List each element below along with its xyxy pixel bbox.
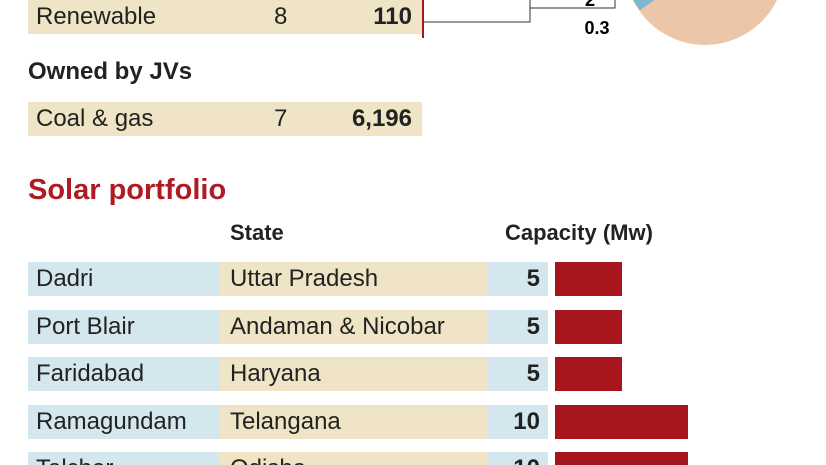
site-cell: Dadri bbox=[28, 262, 220, 296]
leader-line bbox=[530, 0, 616, 9]
capacity-bar bbox=[555, 357, 622, 391]
state-cell: Haryana bbox=[220, 357, 487, 391]
capacity-cell: 10 bbox=[487, 452, 548, 465]
capacity-bar bbox=[555, 262, 622, 296]
section-title: Solar portfolio bbox=[28, 174, 227, 206]
site-cell: Ramagundam bbox=[28, 404, 220, 439]
row-bg bbox=[28, 102, 422, 136]
capacity-cell: 5 bbox=[487, 262, 548, 296]
column-header: State bbox=[230, 220, 284, 245]
capacity-bar bbox=[555, 309, 622, 344]
capacity-cell: 5 bbox=[487, 357, 548, 391]
state-cell: Uttar Pradesh bbox=[220, 262, 487, 296]
site-cell: Port Blair bbox=[28, 309, 220, 344]
row-count: 8 bbox=[274, 3, 288, 30]
capacity-bar bbox=[555, 404, 688, 439]
row-count: 7 bbox=[274, 105, 288, 132]
capacity-cell: 10 bbox=[487, 404, 548, 439]
row-capacity: 110 bbox=[373, 3, 412, 30]
site-cell: Talcher bbox=[28, 452, 220, 465]
pie-label: 2 bbox=[585, 0, 595, 10]
row-name: Coal & gas bbox=[36, 105, 154, 132]
capacity-cell: 5 bbox=[487, 309, 548, 344]
row-bg bbox=[28, 0, 422, 34]
state-cell: Andaman & Nicobar bbox=[220, 309, 487, 344]
capacity-bar bbox=[555, 452, 688, 465]
state-cell: Odisha bbox=[220, 452, 487, 465]
pie-label: 0.3 bbox=[584, 18, 609, 38]
state-cell: Telangana bbox=[220, 404, 487, 439]
row-name: Renewable bbox=[36, 3, 157, 30]
pie-slice bbox=[633, 0, 655, 10]
connector bbox=[423, 0, 531, 23]
row-capacity: 6,196 bbox=[351, 105, 412, 132]
site-cell: Faridabad bbox=[28, 357, 220, 391]
pie bbox=[633, 0, 777, 45]
section-heading: Owned by JVs bbox=[28, 58, 193, 85]
column-header: Capacity (Mw) bbox=[505, 220, 653, 245]
